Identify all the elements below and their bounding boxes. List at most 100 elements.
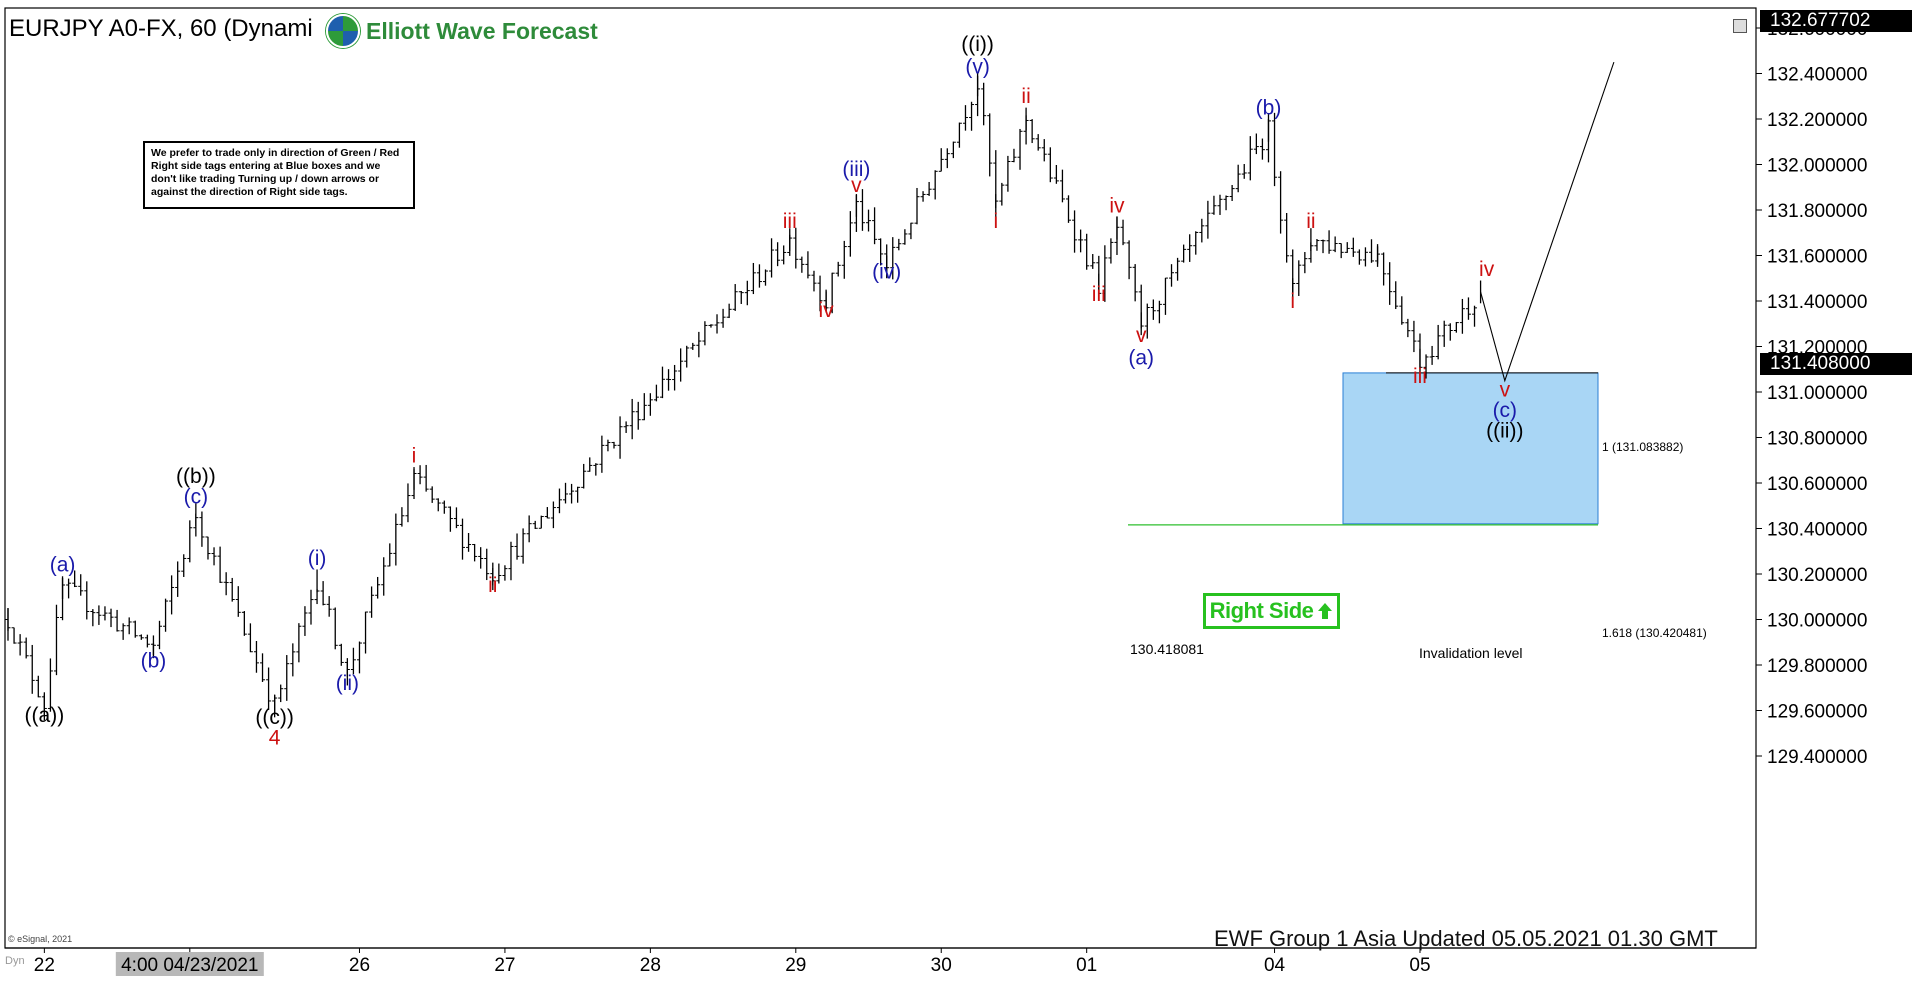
- ohlc-bar: [181, 554, 187, 577]
- ohlc-bar: [205, 536, 211, 560]
- wave-label: iv: [1479, 258, 1495, 281]
- ohlc-bar: [520, 528, 526, 564]
- ohlc-bar: [356, 641, 362, 674]
- ohlc-bar: [1338, 243, 1344, 259]
- ohlc-bar: [696, 331, 702, 358]
- logo-text: Elliott Wave Forecast: [366, 17, 598, 44]
- ohlc-bar: [1005, 155, 1011, 192]
- ohlc-bar: [429, 486, 435, 503]
- ohlc-bar: [666, 369, 672, 391]
- ohlc-bar: [502, 565, 508, 581]
- ohlc-bar: [999, 182, 1005, 206]
- ohlc-bar: [987, 113, 993, 177]
- ohlc-bar: [90, 609, 96, 627]
- ohlc-bar: [375, 576, 381, 599]
- ohlc-bar: [1035, 134, 1041, 151]
- ohlc-bar: [1405, 318, 1411, 338]
- update-footer: EWF Group 1 Asia Updated 05.05.2021 01.3…: [1214, 926, 1718, 951]
- ohlc-bar: [969, 101, 975, 131]
- ohlc-bar: [1029, 119, 1035, 144]
- ohlc-bar: [296, 623, 302, 663]
- ohlc-bar: [229, 577, 235, 602]
- ohlc-bar: [199, 511, 205, 547]
- ohlc-bars: [5, 73, 1482, 721]
- ohlc-bar: [1205, 200, 1211, 239]
- ohlc-bar: [732, 284, 738, 311]
- ohlc-bar: [441, 500, 447, 514]
- ohlc-bar: [11, 627, 17, 644]
- y-tick-label: 129.400000: [1767, 747, 1867, 768]
- ohlc-bar: [29, 644, 35, 694]
- ohlc-bar: [544, 507, 550, 519]
- ohlc-bar: [635, 401, 641, 430]
- ohlc-bar: [1017, 128, 1023, 170]
- ohlc-bar: [944, 148, 950, 169]
- ohlc-bar: [623, 421, 629, 433]
- ohlc-bar: [962, 105, 968, 131]
- ohlc-bar: [1102, 245, 1108, 302]
- wave-label: (iii): [842, 158, 870, 181]
- y-tick-label: 130.400000: [1767, 520, 1867, 541]
- ohlc-bar: [102, 606, 108, 621]
- ohlc-bar: [653, 384, 659, 402]
- ohlc-bar: [890, 237, 896, 280]
- ohlc-bar: [266, 667, 272, 711]
- time-axis: 22 4:00 04/23/2021 26 27 28 29 30 01 04 05: [34, 948, 1431, 976]
- wave-label: (c): [184, 485, 209, 508]
- ohlc-bar: [1156, 300, 1162, 324]
- ohlc-bar: [326, 596, 332, 617]
- ohlc-bar: [423, 464, 429, 492]
- x-tick-label: 29: [785, 955, 806, 976]
- ohlc-bar: [1296, 260, 1302, 296]
- ohlc-bar: [1187, 234, 1193, 262]
- right-side-label: Right Side: [1209, 598, 1314, 623]
- right-side-tag: Right Side: [1203, 593, 1340, 629]
- ohlc-bar: [1284, 213, 1290, 263]
- ohlc-bar: [332, 607, 338, 650]
- ohlc-bar: [835, 261, 841, 277]
- ohlc-bar: [478, 547, 484, 569]
- ohlc-bar: [393, 513, 399, 566]
- ohlc-bar: [1078, 229, 1084, 253]
- wave-label: ii: [488, 574, 497, 597]
- ohlc-bar: [617, 416, 623, 459]
- ohlc-bar: [17, 634, 23, 656]
- ohlc-bar: [950, 141, 956, 159]
- ohlc-bar: [556, 488, 562, 514]
- ohlc-bar: [460, 518, 465, 560]
- ohlc-bar: [132, 620, 138, 638]
- y-tick-label: 130.600000: [1767, 474, 1867, 495]
- ohlc-bar: [1144, 303, 1150, 339]
- ohlc-bar: [1320, 239, 1326, 254]
- window-toggle-icon[interactable]: [1733, 19, 1747, 33]
- ohlc-bar: [763, 269, 768, 286]
- ohlc-bar: [290, 643, 296, 677]
- y-tick-label: 129.600000: [1767, 702, 1867, 723]
- ohlc-bar: [799, 256, 805, 273]
- ohlc-bar: [1399, 296, 1405, 325]
- ohlc-bar: [641, 393, 647, 421]
- ohlc-bar: [1441, 320, 1447, 347]
- ohlc-bar: [405, 483, 411, 523]
- ohlc-bar: [399, 507, 405, 527]
- ohlc-bar: [817, 275, 823, 312]
- blue-box: [1342, 372, 1599, 525]
- ohlc-bar: [526, 515, 532, 543]
- trading-note: We prefer to trade only in direction of …: [143, 141, 415, 209]
- y-tick-label: 131.400000: [1767, 292, 1867, 313]
- wave-label: (b): [1256, 96, 1282, 119]
- ohlc-bar: [1247, 136, 1253, 181]
- wave-label: (v): [965, 56, 990, 79]
- ohlc-bar: [1272, 112, 1278, 187]
- ohlc-bar: [466, 532, 472, 552]
- ohlc-bar: [678, 348, 684, 382]
- ohlc-bar: [932, 170, 938, 200]
- wave-label: iv: [819, 299, 835, 322]
- ohlc-bar: [1447, 323, 1453, 341]
- wave-label: (ii): [336, 672, 359, 695]
- ohlc-bar: [659, 366, 665, 399]
- ohlc-bar: [235, 586, 241, 617]
- ohlc-bar: [217, 546, 223, 583]
- ohlc-bar: [1011, 148, 1017, 163]
- ohlc-bar: [866, 209, 872, 232]
